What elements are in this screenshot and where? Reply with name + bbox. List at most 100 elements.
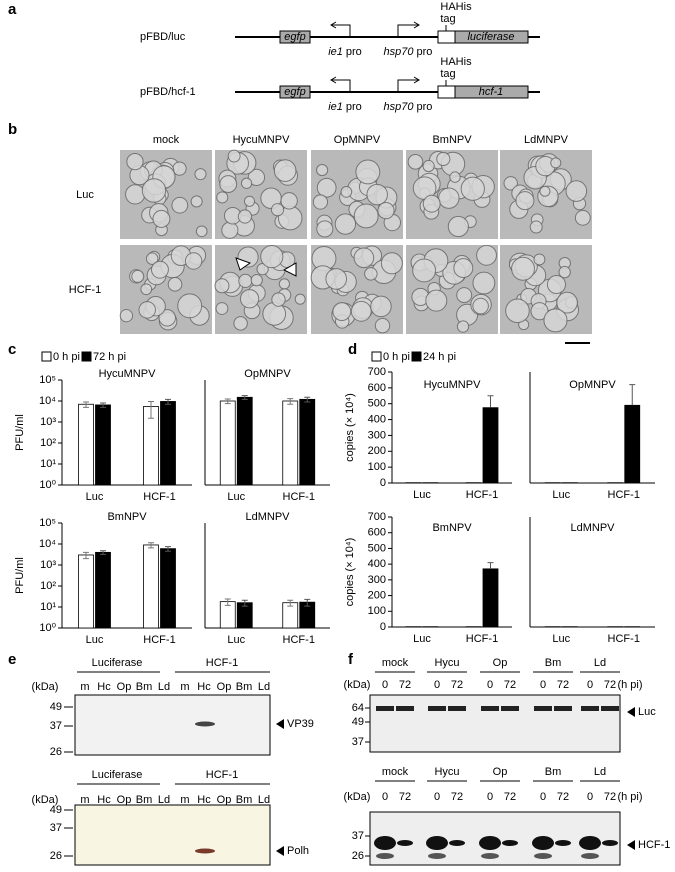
y-tick-label: 10⁴ [39,538,56,550]
cell [214,278,230,294]
cell [422,194,441,213]
cell [312,194,329,210]
lane-label: m [180,794,189,806]
x-tick-label: HCF-1 [608,489,640,501]
lane-label: Hc [197,681,211,693]
bar [95,404,111,486]
y-tick-label: 10¹ [40,601,56,613]
cell [355,159,381,185]
cell [340,186,353,198]
y-tick-label: 100 [368,605,386,617]
cell [316,164,329,177]
promoter-gene: ie1 [328,101,343,113]
row-label: HCF-1 [69,284,101,296]
cell [152,209,171,228]
lane-label: 0 [382,791,388,803]
band [581,706,599,711]
cell [472,271,496,295]
y-tick-label: 600 [368,382,386,394]
y-tick-label: 10⁵ [39,374,56,386]
lane-label: Bm [236,681,253,693]
lane-label: 72 [451,791,463,803]
legend-swatch [41,351,52,362]
y-axis-label: PFU/ml [14,414,26,451]
legend-label: 0 h pi [53,351,80,363]
pointer [627,840,635,850]
cell [316,177,337,198]
promoter-arrow [330,21,351,37]
promoter-label: hsp70 pro [384,101,433,113]
error-bar [83,401,89,408]
cell [370,295,392,318]
cell [280,192,298,210]
lane-label: 0 [540,791,546,803]
y-tick-label: 500 [368,542,386,554]
cell [141,178,167,203]
band [397,840,413,846]
gene-box [454,30,529,44]
cell [171,196,189,214]
pointer [627,707,635,717]
lane-label: 72 [604,791,616,803]
band [374,836,396,850]
cell [145,252,159,265]
legend-label: 0 h pi [383,351,410,363]
y-axis-label: copies (× 10⁴) [344,393,356,462]
blot-header: Ld [594,657,606,669]
cell [556,291,578,314]
x-tick-label: Luc [227,634,245,646]
bar [299,398,316,486]
blot-header: Bm [545,657,562,669]
error-bar [304,396,311,403]
chart-title: LdMNPV [570,522,615,534]
promoter-gene: ie1 [328,46,343,58]
error-bar [287,599,294,607]
lane-label: 0 [540,679,546,691]
chart-title: BmNPV [432,522,472,534]
lane-label: Hc [97,794,111,806]
tag-box [437,30,456,44]
bar [236,396,253,486]
cell [126,152,144,171]
cell [270,203,285,217]
band [428,706,446,711]
row-label: Luc [76,189,94,201]
cell [150,260,169,279]
lane-label: m [80,681,89,693]
blot-header: Luciferase [92,769,143,781]
target-label: HCF-1 [638,839,670,851]
gene-box [279,30,311,44]
blot-header: HCF-1 [206,769,238,781]
marker-label: 26 [50,850,62,862]
unit-label: (h pi) [617,791,642,803]
arrowhead [235,257,252,271]
tag-label: HAHis [440,56,472,68]
cell [138,301,156,319]
column-label: LdMNPV [524,134,569,146]
cell [449,171,461,183]
marker-label: 64 [352,702,364,714]
bar [282,400,299,486]
cell [221,221,239,239]
blot-header: Op [493,766,508,778]
y-tick-label: 10⁰ [39,622,56,634]
cell [533,253,546,266]
y-tick-label: 10⁰ [39,479,56,491]
cell [374,317,391,334]
marker-label: 49 [50,804,62,816]
bar [78,554,94,629]
error-bar [241,599,248,607]
promoter-arrow [397,21,420,37]
cell [456,320,470,333]
marker-label: 49 [352,716,364,728]
bar [482,407,499,484]
lane-label: 0 [587,791,593,803]
gene-label: hcf-1 [479,86,503,98]
tag-label: tag [440,68,455,80]
cell [158,309,176,327]
marker-label: 49 [50,701,62,713]
error-bar [148,542,154,549]
x-tick-label: Luc [227,491,245,503]
blot-header: HCF-1 [206,657,238,669]
